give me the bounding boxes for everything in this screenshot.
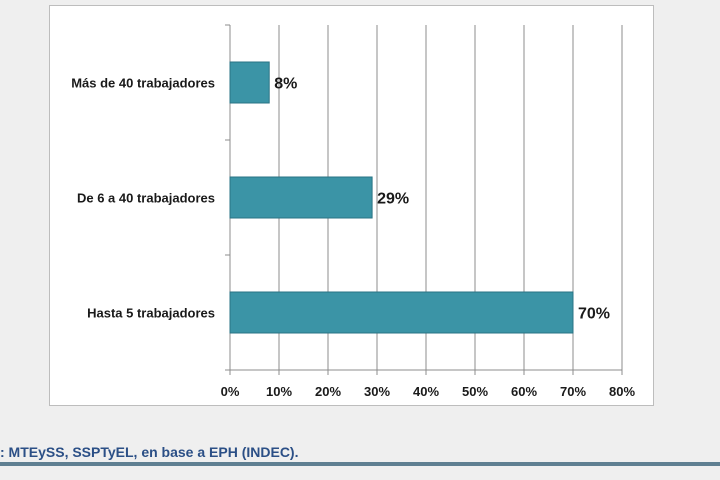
category-label: Hasta 5 trabajadores [87,306,215,321]
bar [229,61,270,104]
x-tick-label: 0% [221,384,240,399]
bar [229,176,373,219]
x-tick-label: 10% [266,384,292,399]
data-label: 70% [578,306,610,323]
x-tick-label: 30% [364,384,390,399]
x-tick-label: 40% [413,384,439,399]
category-label: Más de 40 trabajadores [71,76,215,91]
x-tick-label: 70% [560,384,586,399]
bottom-divider [0,462,720,466]
x-tick-label: 80% [609,384,635,399]
bar [229,291,574,334]
source-note: : MTEySS, SSPTyEL, en base a EPH (INDEC)… [0,444,299,460]
data-label: 8% [274,76,297,93]
x-tick-label: 60% [511,384,537,399]
x-tick-label: 50% [462,384,488,399]
data-label: 29% [377,191,409,208]
x-tick-label: 20% [315,384,341,399]
category-label: De 6 a 40 trabajadores [77,191,215,206]
